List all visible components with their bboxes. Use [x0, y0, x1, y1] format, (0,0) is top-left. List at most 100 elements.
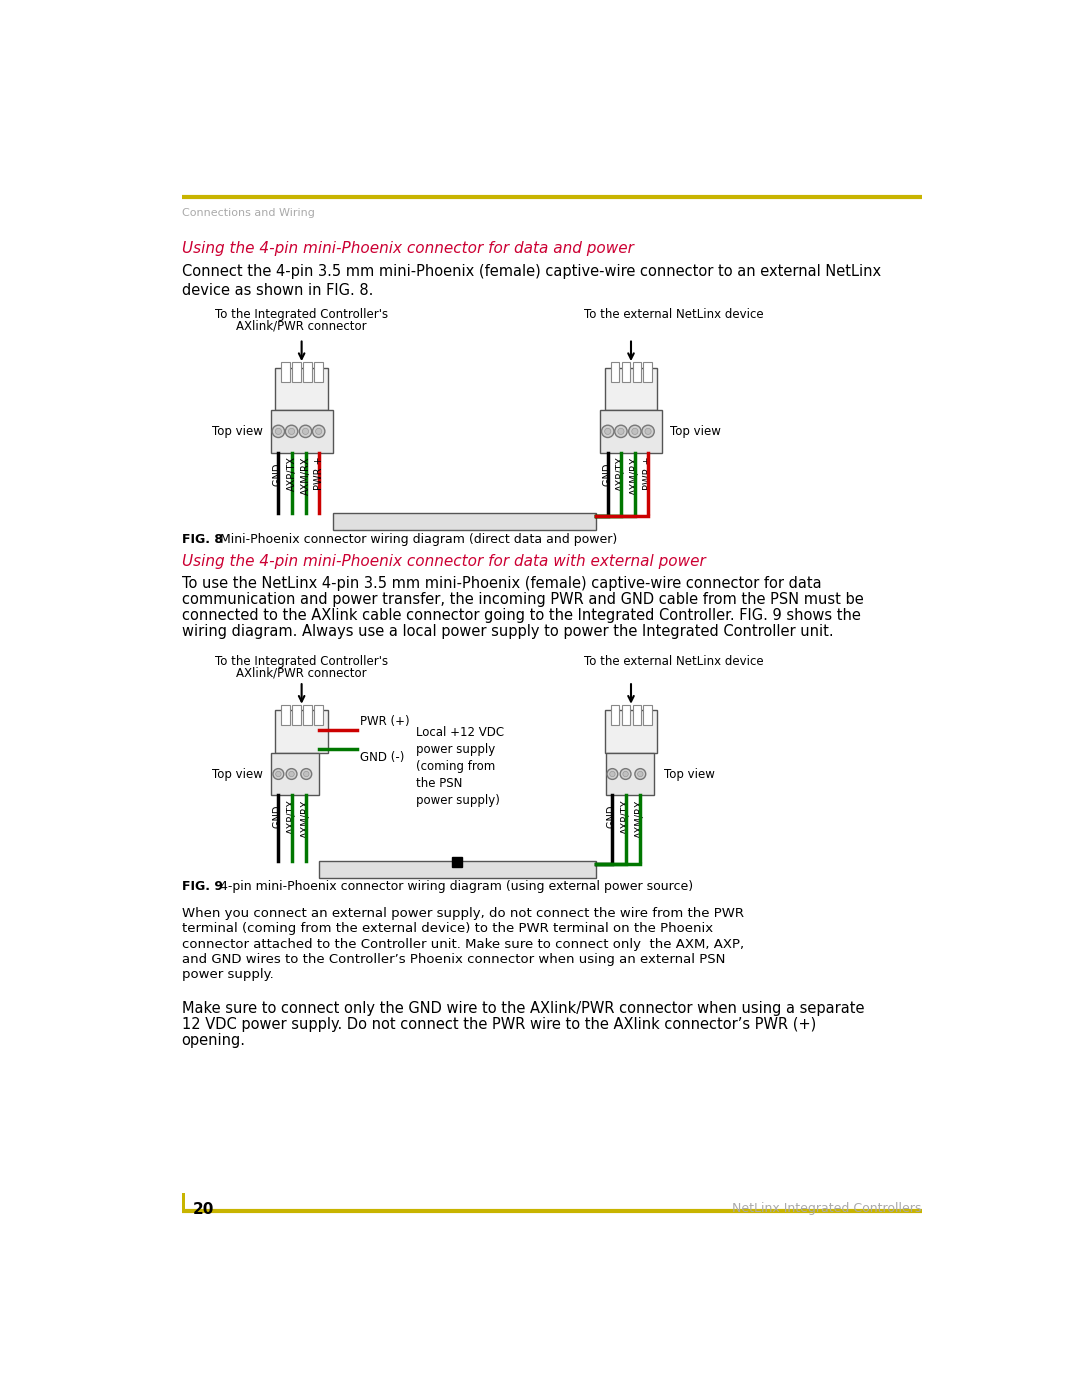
Circle shape [637, 771, 643, 777]
Bar [282, 362, 291, 383]
Text: To the Integrated Controller's: To the Integrated Controller's [215, 655, 388, 668]
Bar [303, 705, 312, 725]
Bar [293, 362, 301, 383]
Text: AXP/TX: AXP/TX [621, 799, 631, 834]
Text: PWR +: PWR + [643, 457, 653, 490]
Text: NetLinx Integrated Controllers: NetLinx Integrated Controllers [732, 1201, 921, 1215]
Text: connector attached to the Controller unit. Make sure to connect only  the AXM, A: connector attached to the Controller uni… [181, 937, 744, 950]
Bar [275, 367, 328, 411]
Bar [633, 362, 642, 383]
Text: Mini-Phoenix connector wiring diagram (direct data and power): Mini-Phoenix connector wiring diagram (d… [213, 534, 618, 546]
Circle shape [642, 425, 654, 437]
Circle shape [623, 771, 629, 777]
Circle shape [618, 429, 624, 434]
Text: Connect the 4-pin 3.5 mm mini-Phoenix (female) captive-wire connector to an exte: Connect the 4-pin 3.5 mm mini-Phoenix (f… [181, 264, 880, 279]
Bar [275, 711, 328, 753]
Text: power supply.: power supply. [181, 968, 273, 982]
Text: GND -: GND - [607, 799, 618, 828]
Text: connected to the AXlink cable connector going to the Integrated Controller. FIG.: connected to the AXlink cable connector … [181, 608, 861, 623]
Text: Using the 4-pin mini-Phoenix connector for data and power: Using the 4-pin mini-Phoenix connector f… [181, 240, 633, 256]
Circle shape [605, 429, 611, 434]
Circle shape [635, 768, 646, 780]
Text: AXM/RX: AXM/RX [301, 799, 311, 838]
Circle shape [610, 771, 616, 777]
Circle shape [273, 768, 284, 780]
Bar [644, 705, 652, 725]
Bar [282, 705, 291, 725]
Text: Local +12 VDC
power supply
(coming from
the PSN
power supply): Local +12 VDC power supply (coming from … [416, 726, 503, 807]
Circle shape [607, 768, 618, 780]
Text: device as shown in FIG. 8.: device as shown in FIG. 8. [181, 284, 373, 298]
Circle shape [288, 771, 294, 777]
Circle shape [602, 425, 613, 437]
Text: AXM/RX: AXM/RX [300, 457, 311, 495]
Text: When you connect an external power supply, do not connect the wire from the PWR: When you connect an external power suppl… [181, 907, 743, 919]
Text: GND (-): GND (-) [360, 752, 404, 764]
Text: Top view: Top view [212, 767, 262, 781]
Text: AXM/RX: AXM/RX [630, 457, 639, 495]
Circle shape [288, 429, 295, 434]
Text: opening.: opening. [181, 1034, 245, 1048]
Text: GND -: GND - [603, 457, 612, 486]
Text: To the external NetLinx device: To the external NetLinx device [584, 655, 764, 668]
Bar [622, 705, 631, 725]
Text: AXlink/PWR connector: AXlink/PWR connector [237, 666, 367, 679]
Text: To the Integrated Controller's: To the Integrated Controller's [215, 307, 388, 321]
Text: PWR +: PWR + [313, 457, 324, 490]
Bar [271, 411, 333, 453]
Text: 4-pin mini-Phoenix connector wiring diagram (using external power source): 4-pin mini-Phoenix connector wiring diag… [213, 880, 693, 893]
Text: AXP/TX: AXP/TX [616, 457, 626, 492]
Text: wiring diagram. Always use a local power supply to power the Integrated Controll: wiring diagram. Always use a local power… [181, 624, 833, 640]
Circle shape [312, 425, 325, 437]
Circle shape [645, 429, 651, 434]
Text: Top view: Top view [663, 767, 715, 781]
Text: AXP/TX: AXP/TX [286, 457, 297, 492]
Circle shape [615, 425, 627, 437]
Circle shape [632, 429, 638, 434]
Bar [600, 411, 662, 453]
Text: and GND wires to the Controller’s Phoenix connector when using an external PSN: and GND wires to the Controller’s Phoeni… [181, 953, 725, 967]
Circle shape [302, 429, 309, 434]
Circle shape [275, 771, 281, 777]
Bar [633, 705, 642, 725]
Bar [605, 367, 658, 411]
Bar [333, 513, 596, 529]
Bar [181, 1193, 186, 1208]
Circle shape [286, 768, 297, 780]
Text: communication and power transfer, the incoming PWR and GND cable from the PSN mu: communication and power transfer, the in… [181, 592, 863, 606]
Circle shape [629, 425, 642, 437]
Text: GND -: GND - [273, 799, 283, 828]
Text: AXP/TX: AXP/TX [286, 799, 297, 834]
Text: GND -: GND - [273, 457, 283, 486]
Bar [314, 362, 323, 383]
Bar [314, 705, 323, 725]
Text: 20: 20 [192, 1201, 214, 1217]
Text: PWR (+): PWR (+) [360, 715, 409, 728]
Text: terminal (coming from the external device) to the PWR terminal on the Phoenix: terminal (coming from the external devic… [181, 922, 713, 935]
Circle shape [285, 425, 298, 437]
Bar [611, 362, 619, 383]
Circle shape [272, 425, 284, 437]
Bar [605, 711, 658, 753]
Text: Top view: Top view [670, 425, 720, 437]
Bar [303, 362, 312, 383]
Text: AXlink/PWR connector: AXlink/PWR connector [237, 320, 367, 332]
Circle shape [620, 768, 631, 780]
Text: 12 VDC power supply. Do not connect the PWR wire to the AXlink connector’s PWR (: 12 VDC power supply. Do not connect the … [181, 1017, 815, 1032]
Bar [644, 362, 652, 383]
Text: FIG. 9: FIG. 9 [181, 880, 222, 893]
Bar [606, 753, 654, 795]
Circle shape [301, 768, 312, 780]
Bar [622, 362, 631, 383]
Text: AXM/RX: AXM/RX [635, 799, 646, 838]
Text: FIG. 8: FIG. 8 [181, 534, 222, 546]
Text: Connections and Wiring: Connections and Wiring [181, 208, 314, 218]
Text: Using the 4-pin mini-Phoenix connector for data with external power: Using the 4-pin mini-Phoenix connector f… [181, 555, 705, 569]
Text: Top view: Top view [212, 425, 262, 437]
Bar [271, 753, 319, 795]
Circle shape [299, 425, 312, 437]
Bar [611, 705, 619, 725]
Text: Make sure to connect only the GND wire to the AXlink/PWR connector when using a : Make sure to connect only the GND wire t… [181, 1000, 864, 1016]
Text: To use the NetLinx 4-pin 3.5 mm mini-Phoenix (female) captive-wire connector for: To use the NetLinx 4-pin 3.5 mm mini-Pho… [181, 576, 821, 591]
Bar [293, 705, 301, 725]
